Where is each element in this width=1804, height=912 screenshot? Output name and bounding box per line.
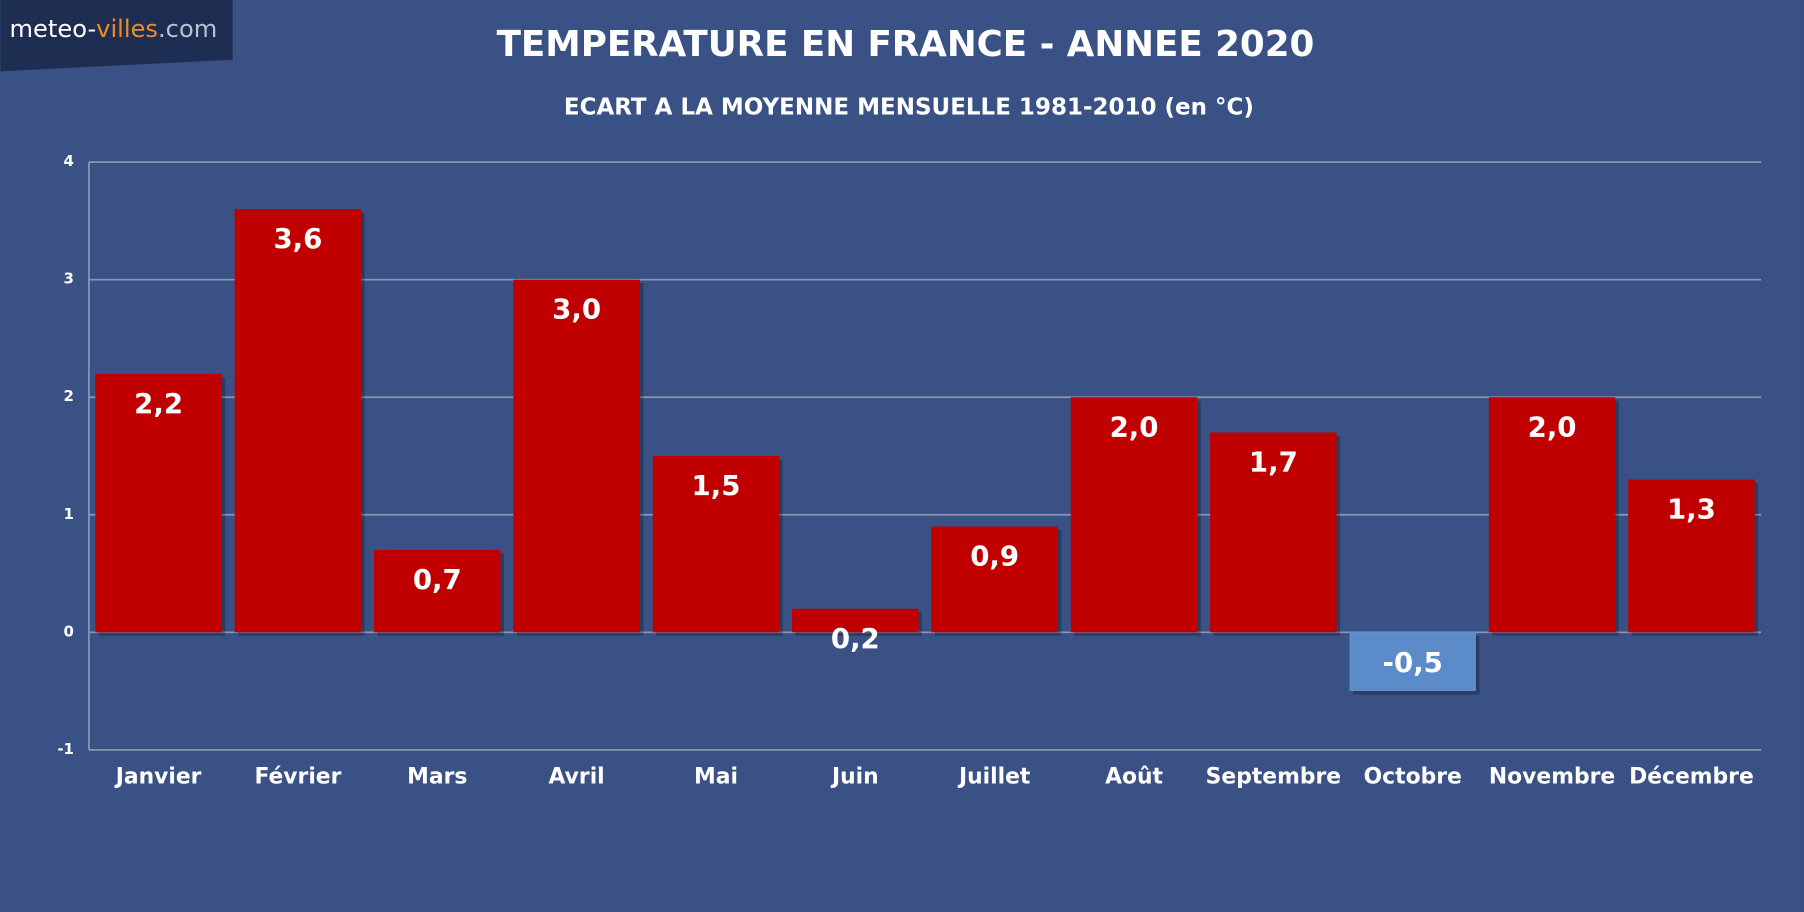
logo-part: villes xyxy=(96,15,158,43)
x-tick-label: Juin xyxy=(830,764,879,789)
value-label: 1,5 xyxy=(692,469,741,502)
x-tick-label: Avril xyxy=(549,764,605,789)
x-tick-label: Mai xyxy=(694,764,738,789)
logo-part: meteo- xyxy=(10,15,97,43)
value-label: 2,0 xyxy=(1110,410,1159,443)
value-label: 2,0 xyxy=(1528,410,1577,443)
y-tick-label: 4 xyxy=(64,152,74,170)
bar xyxy=(652,456,780,633)
x-tick-label: Août xyxy=(1105,764,1163,789)
y-tick-label: 0 xyxy=(64,622,74,640)
value-label: 1,3 xyxy=(1667,493,1716,526)
value-label: 3,6 xyxy=(273,222,322,255)
x-tick-label: Décembre xyxy=(1629,764,1754,789)
chart-title: TEMPERATURE EN FRANCE - ANNEE 2020 xyxy=(497,24,1315,65)
bar xyxy=(95,373,222,633)
bar xyxy=(1488,397,1616,633)
value-label: 0,2 xyxy=(831,622,880,655)
y-tick-label: 2 xyxy=(64,387,74,405)
bar xyxy=(1349,632,1476,692)
x-tick-label: Juillet xyxy=(957,764,1030,789)
x-tick-label: Mars xyxy=(407,764,467,789)
value-label: 3,0 xyxy=(552,293,601,326)
x-tick-label: Octobre xyxy=(1364,764,1462,789)
x-tick-label: Septembre xyxy=(1206,764,1341,789)
logo-part: .com xyxy=(158,15,217,43)
value-label: 2,2 xyxy=(134,387,183,420)
bar xyxy=(931,526,1058,633)
bar xyxy=(1210,432,1337,633)
bar xyxy=(1070,397,1198,633)
value-label: 1,7 xyxy=(1249,446,1298,479)
value-label: -0,5 xyxy=(1383,646,1443,679)
value-label: 0,7 xyxy=(413,563,462,596)
y-tick-label: 3 xyxy=(64,270,74,288)
chart-subtitle: ECART A LA MOYENNE MENSUELLE 1981-2010 (… xyxy=(564,95,1254,121)
x-tick-label: Novembre xyxy=(1489,764,1615,789)
y-tick-label: 1 xyxy=(64,505,74,523)
bar xyxy=(374,550,501,633)
bar xyxy=(234,209,362,633)
y-tick-label: -1 xyxy=(57,740,74,758)
x-tick-label: Février xyxy=(254,764,341,789)
bar xyxy=(792,608,919,633)
logo-box xyxy=(0,0,233,72)
bar xyxy=(1628,479,1755,633)
logo: meteo-villes.com xyxy=(10,15,218,43)
value-label: 0,9 xyxy=(970,540,1019,573)
bar xyxy=(513,279,640,633)
x-tick-label: Janvier xyxy=(114,764,202,789)
